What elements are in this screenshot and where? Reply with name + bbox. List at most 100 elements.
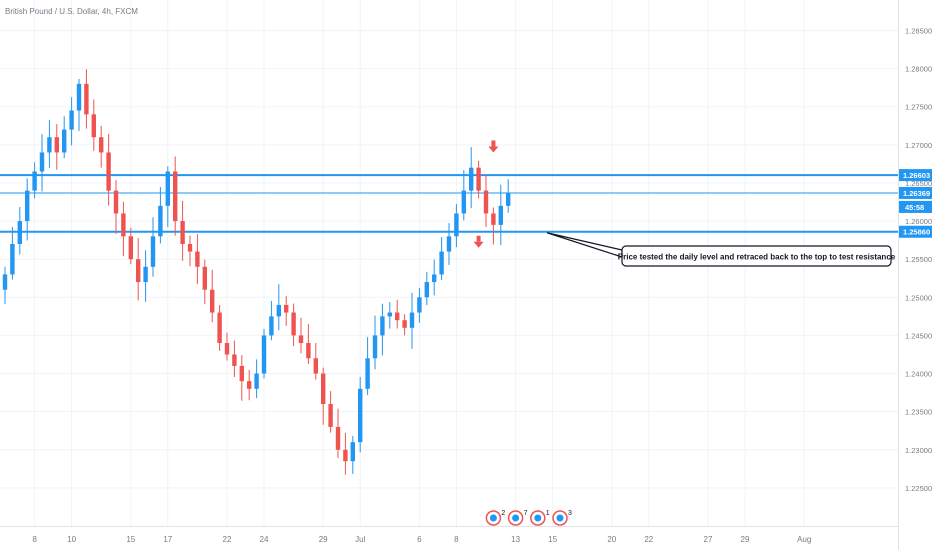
candle[interactable] [136, 238, 141, 301]
candle[interactable] [409, 292, 415, 349]
candle-body [150, 236, 156, 267]
economic-event-icon[interactable]: 3 [552, 510, 572, 526]
candle[interactable] [380, 303, 385, 356]
candle[interactable] [498, 184, 503, 246]
candle[interactable] [180, 200, 185, 261]
price-label-bg [899, 225, 932, 238]
candle-body [195, 251, 200, 267]
candle[interactable] [454, 204, 459, 248]
candle-body [261, 335, 267, 374]
candle[interactable] [417, 287, 422, 323]
candle[interactable] [121, 201, 126, 257]
candle-body [276, 304, 281, 317]
candle[interactable] [232, 340, 237, 377]
candle[interactable] [210, 269, 215, 323]
candle[interactable] [217, 304, 222, 351]
candle[interactable] [335, 408, 341, 458]
candle[interactable] [150, 217, 156, 277]
candle[interactable] [291, 303, 296, 346]
x-tick-label: 6 [417, 535, 422, 544]
y-tick-label: 1.27500 [905, 103, 932, 112]
candle-body [321, 373, 326, 405]
candle[interactable] [10, 226, 15, 280]
candle[interactable] [321, 367, 326, 425]
candle[interactable] [439, 237, 444, 281]
candle[interactable] [372, 315, 378, 370]
candle[interactable] [461, 170, 466, 221]
candle-body [461, 190, 466, 214]
y-tick-label: 1.24500 [905, 331, 932, 340]
candle[interactable] [298, 317, 304, 354]
candle[interactable] [269, 301, 274, 341]
candle[interactable] [239, 355, 244, 401]
arrow-down-icon[interactable] [473, 235, 484, 248]
candle[interactable] [32, 162, 37, 199]
candle[interactable] [91, 99, 96, 151]
event-marker-core [556, 514, 564, 522]
x-tick-label: 22 [223, 535, 232, 544]
candle[interactable] [350, 436, 355, 474]
candle[interactable] [2, 266, 8, 305]
economic-event-icon[interactable]: 1 [530, 510, 550, 526]
candle[interactable] [62, 116, 67, 159]
price-label-text: 1.25860 [903, 228, 930, 237]
price-label-current[interactable]: 1.26369 [899, 186, 932, 199]
callout-annotation[interactable]: Price tested the daily level and retrace… [618, 245, 896, 267]
candle[interactable] [469, 147, 474, 209]
candle[interactable] [284, 296, 289, 326]
candle[interactable] [165, 166, 170, 228]
candle[interactable] [328, 391, 333, 433]
event-marker-core [512, 514, 520, 522]
candle[interactable] [313, 342, 318, 380]
candle-body [2, 274, 8, 290]
candle-body [269, 316, 274, 336]
economic-event-icon[interactable]: 7 [507, 510, 528, 526]
candle[interactable] [476, 160, 481, 199]
candle[interactable] [173, 156, 178, 236]
candle[interactable] [395, 299, 400, 329]
candle-body [113, 190, 119, 214]
candle[interactable] [483, 174, 489, 228]
candle[interactable] [276, 284, 281, 331]
candle-body [136, 259, 141, 283]
candle[interactable] [247, 369, 252, 401]
candle[interactable] [187, 235, 193, 267]
candle[interactable] [261, 328, 267, 379]
candle[interactable] [358, 376, 363, 453]
candle[interactable] [254, 359, 259, 399]
candle[interactable] [195, 234, 200, 285]
candle[interactable] [143, 250, 148, 302]
candle[interactable] [17, 207, 22, 255]
candle[interactable] [25, 178, 30, 241]
candle[interactable] [106, 133, 111, 206]
candle[interactable] [54, 124, 59, 170]
candle[interactable] [224, 332, 230, 361]
candle[interactable] [402, 314, 407, 336]
candle[interactable] [113, 180, 119, 235]
economic-event-icon[interactable]: 2 [485, 510, 505, 526]
candle[interactable] [202, 259, 207, 305]
candle[interactable] [306, 324, 311, 364]
arrow-down-icon[interactable] [488, 140, 499, 153]
candle[interactable] [424, 271, 429, 306]
candle[interactable] [99, 125, 104, 168]
candle[interactable] [76, 78, 82, 131]
candle[interactable] [446, 223, 452, 265]
candle[interactable] [69, 97, 74, 146]
candle[interactable] [84, 69, 89, 129]
price-label-resistance[interactable]: 1.26603 [899, 169, 932, 182]
candle-body [47, 137, 52, 153]
candle[interactable] [387, 302, 392, 329]
price-label-support[interactable]: 1.25860 [899, 225, 932, 238]
candle[interactable] [39, 134, 45, 192]
candle[interactable] [128, 227, 133, 265]
candle[interactable] [432, 259, 437, 296]
candle[interactable] [47, 120, 52, 168]
candle[interactable] [343, 432, 348, 475]
candle[interactable] [158, 186, 163, 244]
candle[interactable] [491, 207, 496, 245]
candle[interactable] [365, 337, 370, 395]
candle[interactable] [506, 179, 511, 213]
